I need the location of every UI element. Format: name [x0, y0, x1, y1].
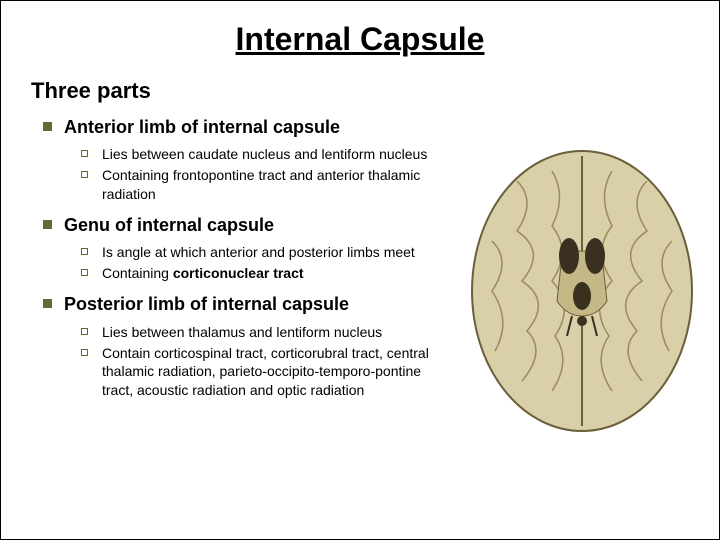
bullet-solid-icon [43, 220, 52, 229]
bullet-hollow-icon [81, 150, 88, 157]
brain-diagram-icon [457, 141, 707, 441]
section-heading: Posterior limb of internal capsule [64, 293, 349, 316]
bullet-hollow-icon [81, 248, 88, 255]
bullet-solid-icon [43, 299, 52, 308]
sub-list: Is angle at which anterior and posterior… [81, 243, 451, 283]
section-heading-row: Anterior limb of internal capsule [43, 116, 689, 139]
item-text: Containing frontopontine tract and anter… [102, 166, 451, 204]
list-item: Lies between caudate nucleus and lentifo… [81, 145, 451, 164]
list-item: Is angle at which anterior and posterior… [81, 243, 451, 262]
item-text: Lies between caudate nucleus and lentifo… [102, 145, 427, 164]
bullet-solid-icon [43, 122, 52, 131]
section-heading: Anterior limb of internal capsule [64, 116, 340, 139]
sub-list: Lies between thalamus and lentiform nucl… [81, 323, 451, 401]
list-item: Contain corticospinal tract, corticorubr… [81, 344, 451, 401]
slide-title: Internal Capsule [31, 21, 689, 58]
section-heading: Genu of internal capsule [64, 214, 274, 237]
list-item: Lies between thalamus and lentiform nucl… [81, 323, 451, 342]
slide-subtitle: Three parts [31, 78, 689, 104]
item-text: Containing corticonuclear tract [102, 264, 304, 283]
sub-list: Lies between caudate nucleus and lentifo… [81, 145, 451, 204]
bullet-hollow-icon [81, 171, 88, 178]
item-text: Is angle at which anterior and posterior… [102, 243, 415, 262]
item-text: Contain corticospinal tract, corticorubr… [102, 344, 451, 401]
bullet-hollow-icon [81, 349, 88, 356]
list-item: Containing frontopontine tract and anter… [81, 166, 451, 204]
bullet-hollow-icon [81, 269, 88, 276]
item-text: Lies between thalamus and lentiform nucl… [102, 323, 382, 342]
list-item: Containing corticonuclear tract [81, 264, 451, 283]
bullet-hollow-icon [81, 328, 88, 335]
slide-container: Internal Capsule Three parts Anterior li… [1, 1, 719, 539]
